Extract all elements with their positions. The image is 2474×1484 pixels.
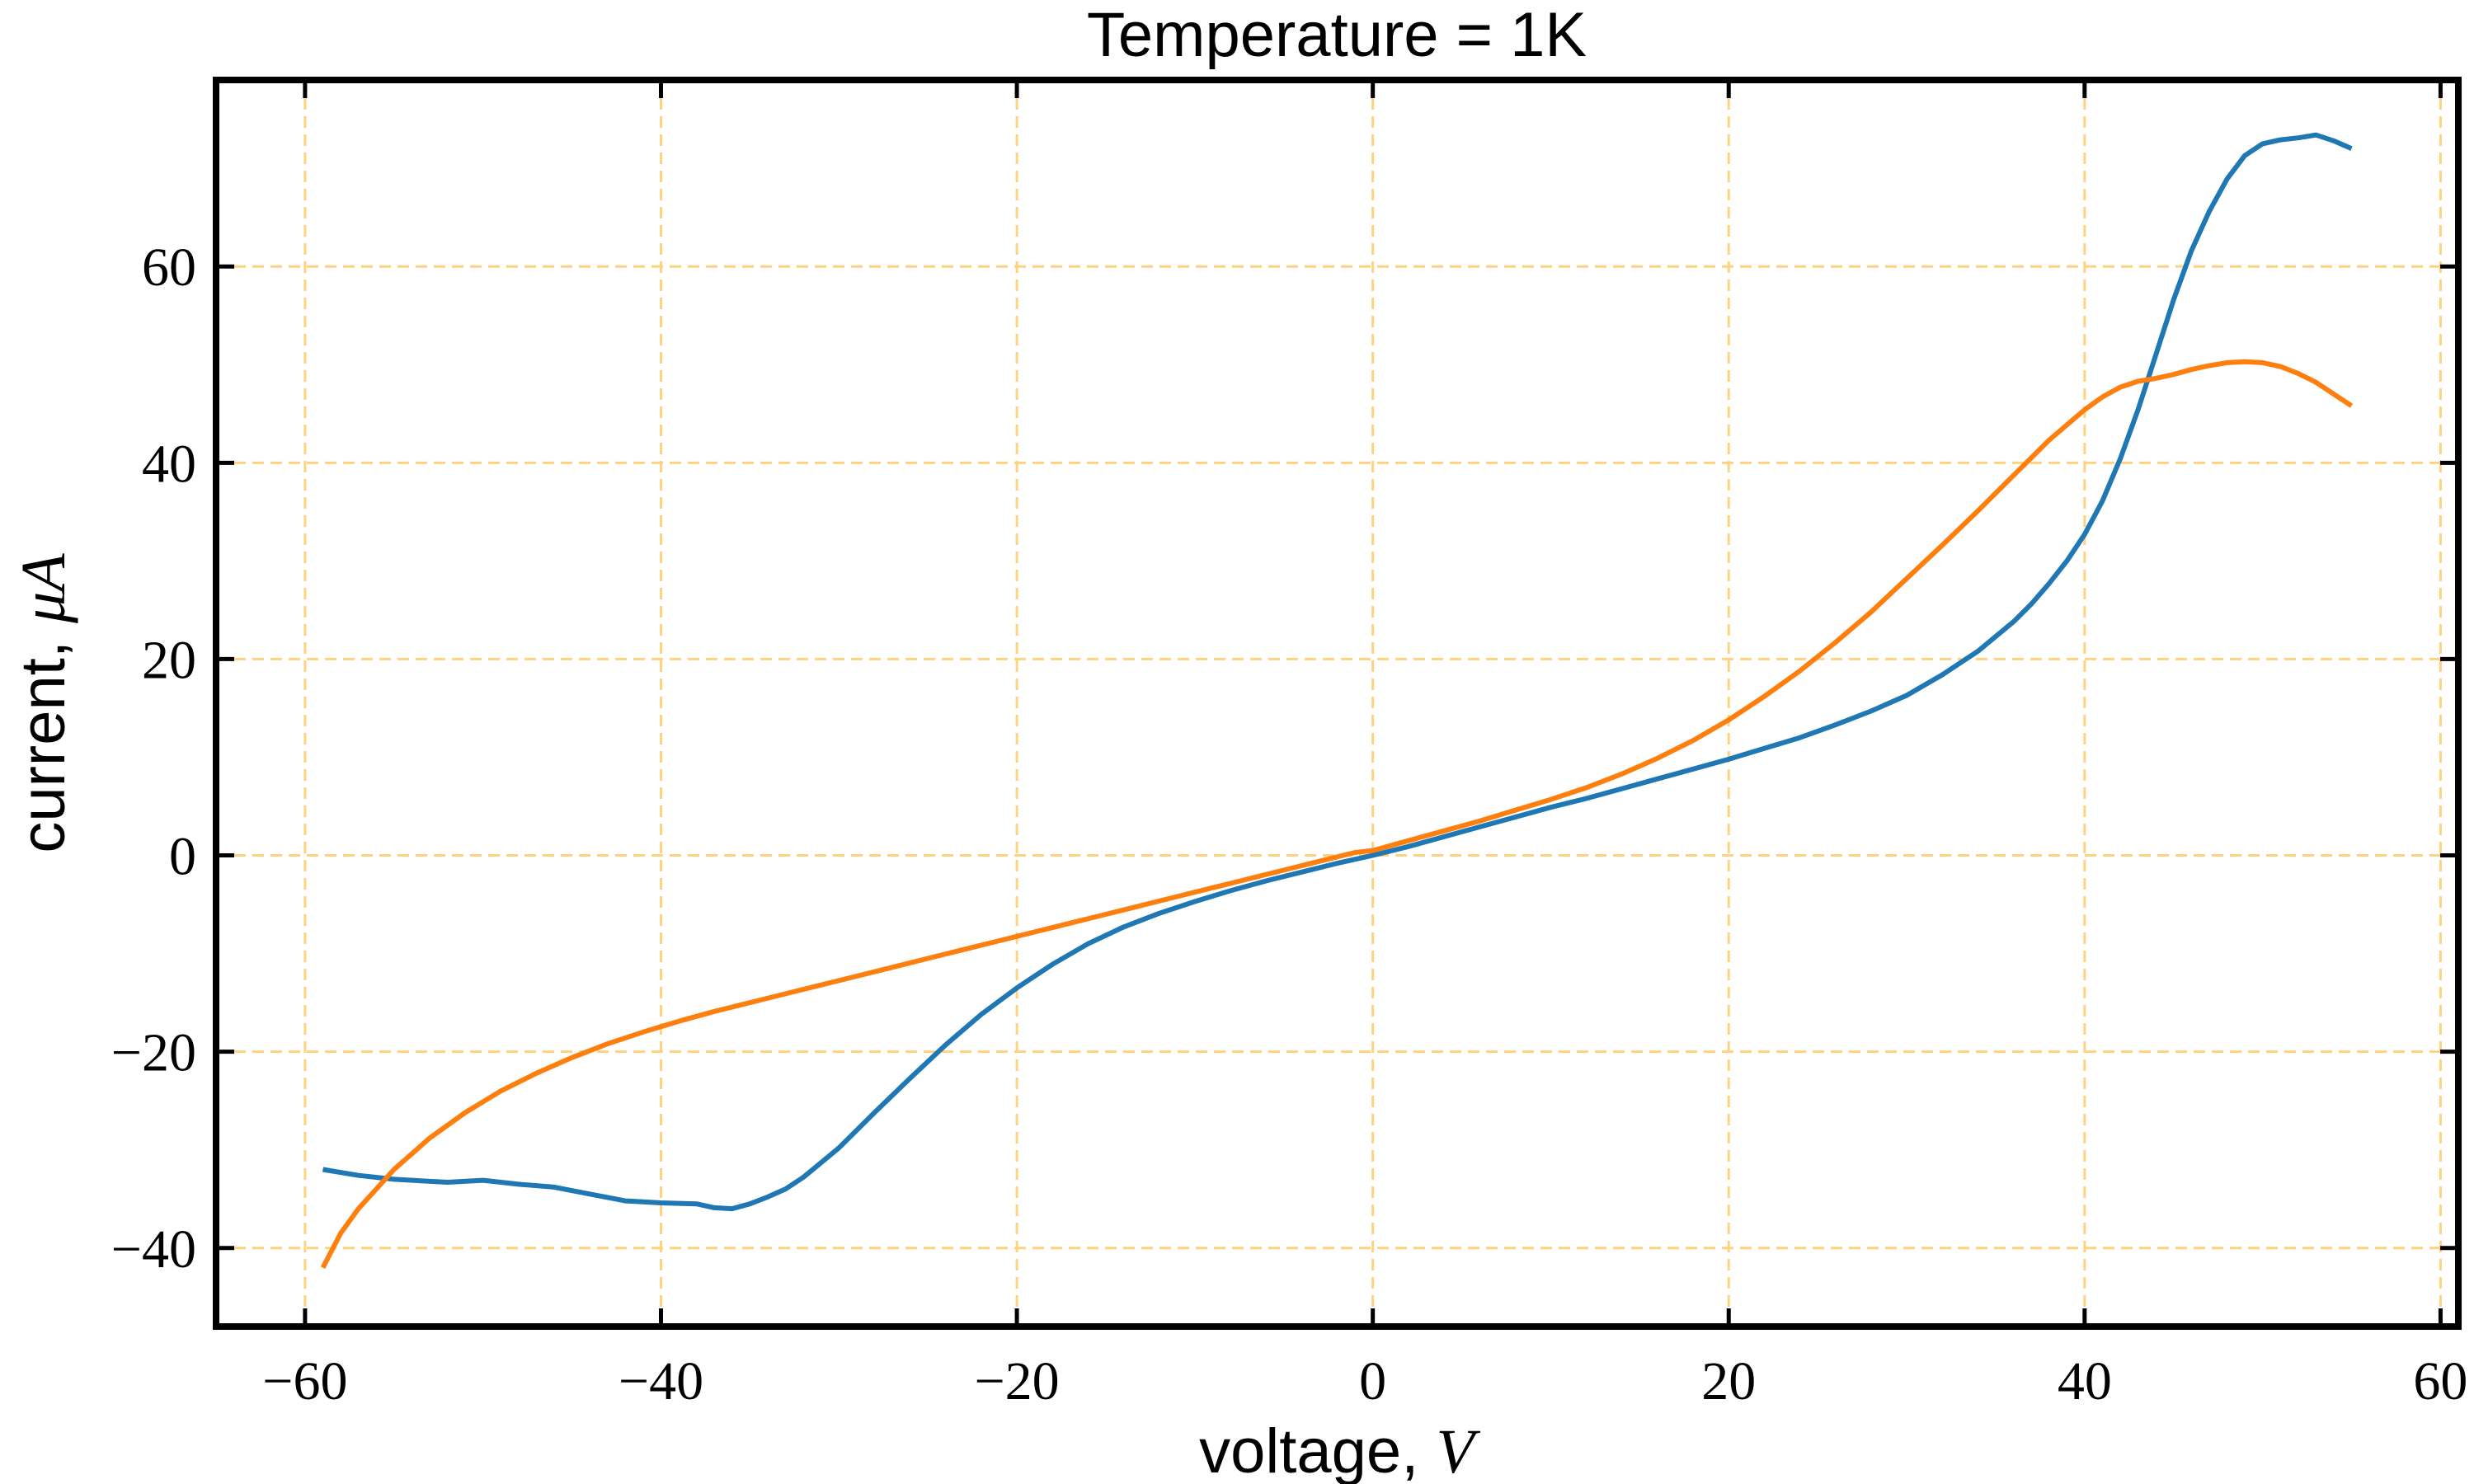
- y-tick-labels: −40 −20 0 20 40 60: [111, 237, 196, 1280]
- y-tick-label: 40: [142, 434, 196, 494]
- y-axis-label: current, μA: [8, 553, 78, 853]
- x-tick-label: 20: [1701, 1351, 1756, 1411]
- y-axis-label-text: current,: [8, 623, 78, 853]
- y-tick-label: 0: [169, 827, 196, 887]
- x-axis-label-unit: V: [1436, 1417, 1480, 1484]
- series-line-series-1: [322, 132, 2353, 1212]
- x-tick-label: −20: [974, 1351, 1059, 1411]
- x-tick-label: 60: [2413, 1351, 2467, 1411]
- x-tick-label: 0: [1359, 1351, 1386, 1411]
- series-line-series-2: [320, 359, 2354, 1269]
- y-tick-label: 60: [142, 237, 196, 298]
- y-tick-label: 20: [142, 630, 196, 690]
- y-tick-label: −40: [111, 1219, 196, 1280]
- x-axis-label-text: voltage,: [1199, 1416, 1436, 1484]
- x-tick-label: 40: [2058, 1351, 2112, 1411]
- series-layer: [320, 132, 2354, 1269]
- plot-frame: [213, 77, 2462, 1330]
- y-tick-label: −20: [111, 1023, 196, 1083]
- y-axis-label-unit: μA: [9, 553, 78, 624]
- grid: [216, 80, 2458, 1327]
- x-tick-label: −40: [618, 1351, 703, 1411]
- x-axis-label: voltage, V: [1199, 1416, 1480, 1484]
- chart-title: Temperature = 1K: [1087, 0, 1587, 70]
- x-tick-label: −60: [262, 1351, 347, 1411]
- x-tick-labels: −60 −40 −20 0 20 40 60: [262, 1351, 2467, 1411]
